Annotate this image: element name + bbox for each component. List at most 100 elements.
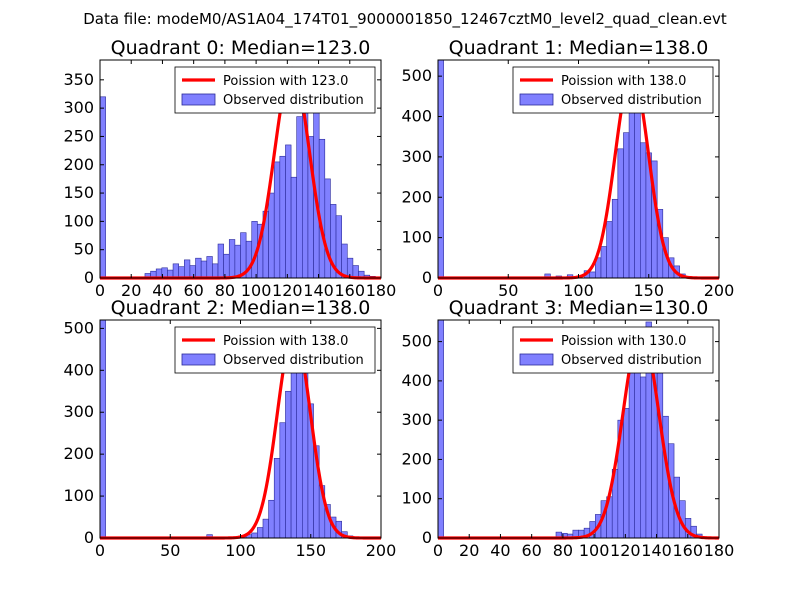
y-tick-label: 500	[401, 332, 432, 351]
quadrant-2-title: Quadrant 2: Median=138.0	[111, 297, 371, 319]
legend-poisson-label: Poission with 130.0	[561, 334, 686, 349]
legend-poisson-label: Poission with 123.0	[223, 74, 348, 89]
x-tick-label: 150	[295, 541, 326, 560]
quadrant-3-title: Quadrant 3: Median=130.0	[449, 297, 709, 319]
histogram-bar	[273, 458, 281, 539]
x-tick-label: 120	[272, 281, 303, 300]
x-tick-label: 80	[553, 541, 573, 560]
legend-observed-label: Observed distribution	[223, 353, 364, 368]
histogram-bar	[279, 155, 286, 279]
quadrant-0-panel: Quadrant 0: Median=123.00 20 40 60 80 100 120 1…	[63, 37, 396, 300]
x-tick-label: 180	[366, 281, 397, 300]
y-tick-label: 200	[401, 187, 432, 206]
x-tick-label: 200	[704, 281, 735, 300]
x-tick-label: 50	[160, 541, 180, 560]
histogram-bar	[437, 319, 444, 539]
histogram-bar	[195, 257, 202, 279]
y-tick-label: 300	[401, 147, 432, 166]
histogram-bar	[290, 176, 297, 279]
x-tick-label: 140	[303, 281, 334, 300]
histogram-bar	[189, 265, 196, 279]
histogram-bar	[279, 422, 286, 539]
legend-poisson-label: Poission with 138.0	[561, 74, 686, 89]
x-tick-label: 60	[521, 541, 541, 560]
x-tick-label: 160	[335, 281, 366, 300]
x-tick-label: 100	[579, 541, 610, 560]
x-tick-label: 80	[215, 281, 235, 300]
histogram-bar	[251, 532, 258, 539]
y-tick-label: 350	[63, 70, 94, 89]
histogram-bar	[324, 178, 331, 279]
y-tick-label: 400	[63, 360, 94, 379]
histogram-bar	[268, 192, 275, 279]
y-tick-label: 500	[63, 318, 94, 337]
histogram-bar	[640, 376, 647, 539]
x-tick-label: 60	[183, 281, 203, 300]
histogram-bar	[290, 351, 297, 539]
y-tick-label: 250	[63, 126, 94, 145]
y-tick-label: 200	[401, 449, 432, 468]
histogram-bar	[628, 108, 636, 279]
histogram-bar	[234, 244, 241, 279]
quadrant-3-frame	[437, 319, 720, 539]
panels: Quadrant 0: Median=123.00 20 40 60 80 100 120 1…	[63, 37, 734, 560]
legend-bar-swatch	[519, 93, 554, 106]
quadrant-0-title: Quadrant 0: Median=123.0	[111, 37, 371, 59]
y-tick-label: 300	[63, 402, 94, 421]
y-tick-label: 300	[63, 98, 94, 117]
legend-bar-swatch	[181, 93, 216, 106]
histogram-bar	[200, 260, 208, 279]
y-tick-label: 300	[401, 410, 432, 429]
histogram-bar	[600, 246, 607, 279]
histogram-bar	[296, 116, 303, 279]
x-tick-label: 100	[563, 281, 594, 300]
quadrant-2-legend: Poission with 138.0 Observed distribution	[174, 326, 376, 374]
quadrant-0-histogram	[99, 93, 376, 279]
legend-observed-label: Observed distribution	[223, 93, 364, 108]
histogram-bar	[273, 161, 281, 279]
quadrant-1-title: Quadrant 1: Median=138.0	[449, 37, 709, 59]
histogram-bar	[212, 263, 219, 279]
legend-observed-label: Observed distribution	[561, 353, 702, 368]
x-tick-label: 200	[366, 541, 397, 560]
histogram-bar	[640, 142, 647, 279]
histogram-bar	[318, 138, 326, 279]
histogram-bar	[617, 148, 624, 279]
y-tick-label: 150	[63, 183, 94, 202]
quadrant-0-frame	[99, 59, 382, 279]
histogram-bar	[184, 259, 191, 279]
histogram-bar	[628, 349, 636, 539]
y-tick-label: 0	[84, 268, 94, 287]
quadrant-1-legend: Poission with 138.0 Observed distribution	[512, 66, 714, 114]
y-tick-label: 0	[84, 528, 94, 547]
quadrant-3-panel: Quadrant 3: Median=130.00 20 40 60 80 100 120 1…	[401, 297, 734, 560]
y-tick-label: 400	[401, 371, 432, 390]
x-tick-label: 0	[433, 541, 443, 560]
x-tick-label: 160	[673, 541, 704, 560]
histogram-bar	[206, 256, 213, 279]
x-tick-label: 40	[490, 541, 510, 560]
quadrant-0-legend: Poission with 123.0 Observed distribution	[174, 66, 376, 114]
quadrant-1-panel: Quadrant 1: Median=138.0 0 50 100 150 200 0 100…	[401, 37, 734, 300]
histogram-bar	[285, 390, 292, 539]
y-tick-label: 500	[401, 66, 432, 85]
histogram-bar	[268, 499, 275, 539]
y-tick-label: 100	[401, 228, 432, 247]
x-tick-label: 150	[633, 281, 664, 300]
y-tick-label: 0	[422, 528, 432, 547]
y-tick-label: 200	[63, 444, 94, 463]
x-tick-label: 100	[241, 281, 272, 300]
x-tick-label: 100	[225, 541, 256, 560]
quadrant-2-histogram	[99, 319, 354, 539]
y-tick-label: 0	[422, 268, 432, 287]
histogram-bar	[611, 198, 619, 279]
legend-bar-swatch	[181, 353, 216, 366]
histogram-bar	[99, 96, 106, 279]
histogram-bar	[606, 221, 613, 279]
histogram-bar	[172, 263, 179, 279]
histogram-bar	[217, 243, 224, 279]
x-tick-label: 0	[433, 281, 443, 300]
figure-suptitle: Data file: modeM0/AS1A04_174T01_90000018…	[83, 10, 727, 29]
histogram-bar	[228, 239, 236, 279]
